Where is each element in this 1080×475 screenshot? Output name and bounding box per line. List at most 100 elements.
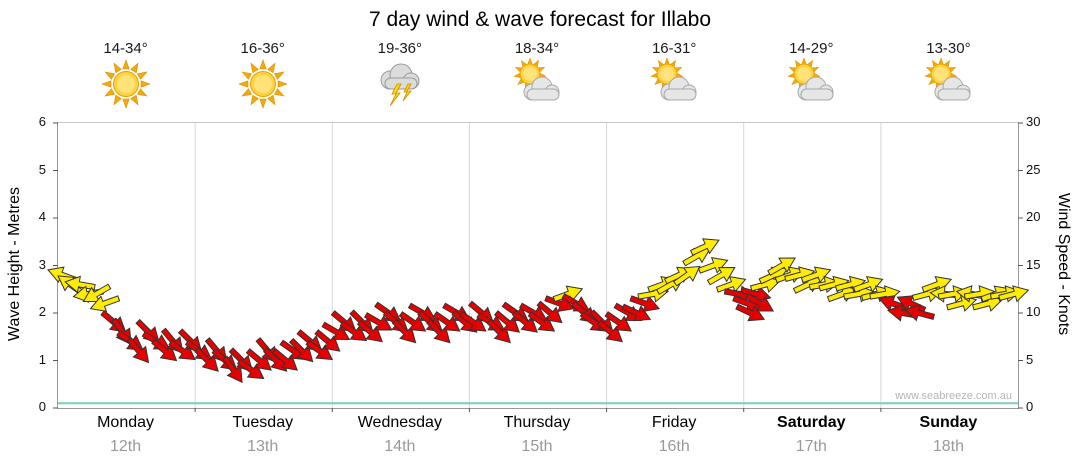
wind-speed-tick: 30 <box>1026 114 1041 129</box>
wind-arrow <box>426 318 451 344</box>
wind-arrow <box>745 293 775 312</box>
wind-arrow <box>629 295 661 312</box>
temperature-range: 13-30° <box>926 40 971 57</box>
sunny-icon <box>236 57 290 116</box>
wind-arrow <box>391 318 417 344</box>
wind-arrow <box>998 285 1030 303</box>
wind-arrow <box>321 321 351 341</box>
wind-speed-tick: 5 <box>1026 351 1034 367</box>
wind-arrow <box>64 275 96 294</box>
wind-arrow <box>921 276 953 293</box>
day-summary-column: 16-36° <box>236 40 290 116</box>
day-name-label: Sunday <box>919 414 978 431</box>
watermark: www.seabreeze.com.au <box>895 390 1012 402</box>
day-date-label: 17th <box>795 438 827 455</box>
wind-speed-tick: 0 <box>1026 399 1034 414</box>
wind-arrow <box>305 339 334 361</box>
temperature-range: 18-34° <box>514 40 560 57</box>
temperature-range: 14-34° <box>103 40 148 57</box>
day-date-label: 16th <box>658 438 690 455</box>
partly-cloudy-icon <box>647 57 701 116</box>
wind-arrow <box>852 276 884 293</box>
day-name-label: Friday <box>651 414 697 431</box>
wind-speed-tick: 15 <box>1026 256 1041 272</box>
wind-arrow <box>740 285 772 303</box>
day-date-label: 14th <box>384 438 416 455</box>
wind-arrow <box>168 339 196 361</box>
wind-arrow <box>621 303 652 322</box>
day-summary-column: 14-34° <box>99 40 153 116</box>
temperature-range: 16-31° <box>651 40 697 57</box>
wind-arrow <box>126 337 150 364</box>
wind-arrow <box>536 300 563 324</box>
wind-arrow <box>339 320 368 342</box>
wind-arrow <box>288 337 314 363</box>
day-summary-column: 19-36° <box>373 40 427 116</box>
wind-arrow <box>706 266 736 286</box>
wind-arrow <box>544 295 575 312</box>
temperature-range: 19-36° <box>377 40 423 57</box>
wind-arrow <box>903 304 936 322</box>
right-axis-tick-labels: 0 5 10 15 20 25 30 <box>1021 0 1061 475</box>
day-name-label: Thursday <box>503 414 571 431</box>
wind-speed-tick: 20 <box>1026 209 1041 224</box>
right-axis-title: Wind Speed - Knots <box>1055 192 1072 336</box>
wave-height-tick: 0 <box>38 399 46 414</box>
wind-arrow <box>800 266 832 284</box>
wind-arrow <box>493 310 521 333</box>
wind-arrow <box>735 303 766 322</box>
wave-height-tick: 2 <box>38 304 46 319</box>
day-date-label: 18th <box>932 438 964 455</box>
wind-arrow <box>715 276 747 293</box>
thunderstorm-icon <box>373 57 427 116</box>
wind-arrow <box>433 311 461 332</box>
chart-canvas <box>47 122 1030 412</box>
wind-arrow <box>596 319 623 343</box>
wind-arrow <box>222 355 243 384</box>
wind-arrow <box>527 311 556 332</box>
wind-arrow <box>398 311 427 332</box>
temperature-range: 14-29° <box>789 40 834 57</box>
wind-arrow <box>245 348 272 371</box>
wind-speed-tick: 25 <box>1026 161 1041 177</box>
sunny-icon <box>99 57 153 116</box>
wind-arrow <box>89 295 121 312</box>
wind-arrow <box>314 329 341 352</box>
day-summary-column: 18-34° <box>510 40 564 116</box>
day-summary-column: 14-29° <box>784 40 838 116</box>
wave-height-tick: 4 <box>38 209 46 224</box>
day-name-label: Saturday <box>777 414 846 431</box>
wind-arrow <box>697 257 729 274</box>
wind-arrow <box>511 310 538 333</box>
wind-arrow <box>689 238 720 256</box>
wind-arrow <box>552 285 584 303</box>
wind-arrow <box>236 358 265 380</box>
wind-arrow <box>356 319 383 343</box>
day-date-label: 12th <box>109 438 142 455</box>
wind-arrow <box>82 283 112 303</box>
day-name-label: Monday <box>97 414 155 431</box>
wave-height-tick: 1 <box>38 351 46 367</box>
day-name-label: Wednesday <box>357 414 442 431</box>
wave-height-tick: 3 <box>38 256 46 272</box>
left-axis-title: Wave Height - Metres <box>6 186 23 342</box>
wind-arrow <box>194 347 219 372</box>
wind-arrow <box>767 257 796 276</box>
temperature-range: 16-36° <box>240 40 285 57</box>
day-summary-column: 16-31° <box>647 40 701 116</box>
wind-arrow <box>363 312 393 331</box>
wind-arrow <box>673 265 701 287</box>
left-axis-tick-labels: 0 1 2 3 4 5 6 <box>22 0 52 475</box>
day-name-label: Tuesday <box>232 414 294 431</box>
plot-area: www.seabreeze.com.au <box>47 122 1030 412</box>
wave-height-tick: 5 <box>38 161 46 177</box>
wave-height-tick: 6 <box>38 114 46 129</box>
day-date-label: 13th <box>247 438 279 455</box>
wind-speed-tick: 10 <box>1026 304 1041 319</box>
chart-title: 7 day wind & wave forecast for Illabo <box>368 8 711 31</box>
wind-arrow <box>604 311 633 332</box>
wind-arrow <box>459 311 487 332</box>
day-summary-column: 13-30° <box>921 40 975 116</box>
partly-cloudy-icon <box>510 57 564 116</box>
